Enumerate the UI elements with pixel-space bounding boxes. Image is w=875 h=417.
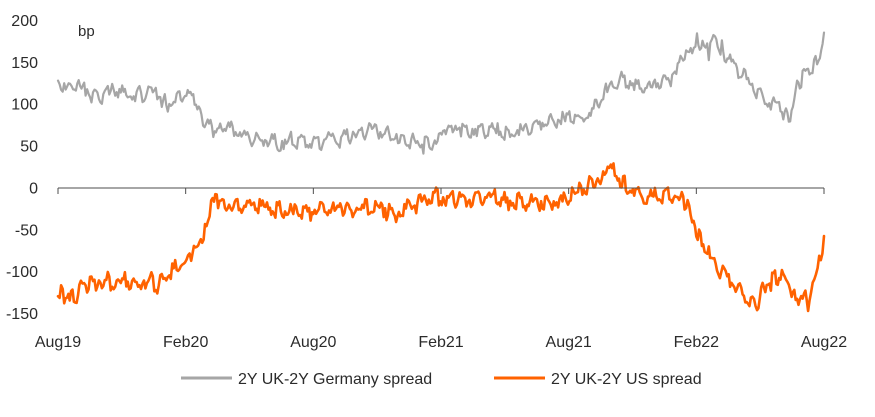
y-tick-label: -50 [15, 222, 38, 239]
x-tick-label: Aug20 [290, 334, 336, 351]
y-tick-label: -100 [6, 264, 38, 281]
y-tick-label: 200 [11, 13, 38, 30]
x-tick-label: Feb22 [674, 334, 719, 351]
x-axis-tick-marks [57, 188, 825, 194]
y-tick-label: 50 [20, 139, 38, 156]
x-tick-label: Aug21 [546, 334, 592, 351]
x-axis: Aug19 Feb20 Aug20 Feb21 Aug21 Feb22 Aug22 [35, 334, 847, 351]
x-tick-label: Feb21 [418, 334, 463, 351]
x-tick-label: Aug22 [801, 334, 847, 351]
series-line-uk-us [56, 162, 826, 313]
y-tick-label: 0 [29, 180, 38, 197]
y-axis: 200 150 100 50 0 -50 -100 -150 [6, 13, 38, 323]
x-tick-label: Aug19 [35, 334, 81, 351]
legend-label: 2Y UK-2Y US spread [551, 371, 702, 388]
y-tick-label: 100 [11, 97, 38, 114]
y-tick-label: -150 [6, 306, 38, 323]
plot-area [56, 31, 826, 313]
legend: 2Y UK-2Y Germany spread 2Y UK-2Y US sprea… [181, 371, 702, 388]
y-tick-label: 150 [11, 55, 38, 72]
series-line-uk-germany [56, 31, 826, 155]
y-unit-label: bp [78, 23, 95, 40]
legend-label: 2Y UK-2Y Germany spread [238, 371, 432, 388]
x-tick-label: Feb20 [163, 334, 208, 351]
